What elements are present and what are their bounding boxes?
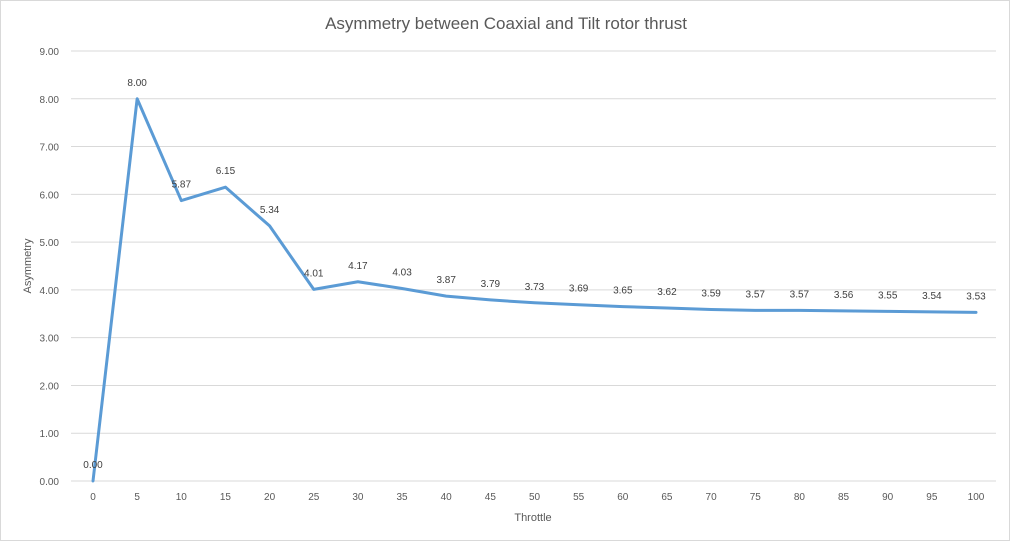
- x-tick-label: 10: [176, 492, 188, 503]
- data-label: 3.87: [436, 275, 456, 286]
- data-label: 6.15: [216, 166, 236, 177]
- x-tick-label: 50: [529, 492, 541, 503]
- data-label: 3.54: [922, 291, 942, 302]
- data-label: 3.55: [878, 290, 898, 301]
- x-tick-label: 5: [134, 492, 140, 503]
- y-tick-label: 5.00: [40, 238, 60, 249]
- data-label: 5.34: [260, 205, 280, 216]
- x-tick-label: 45: [485, 492, 497, 503]
- y-tick-label: 0.00: [40, 477, 60, 488]
- y-tick-label: 6.00: [40, 190, 60, 201]
- x-tick-label: 65: [661, 492, 673, 503]
- data-label: 3.62: [657, 287, 677, 298]
- x-tick-label: 80: [794, 492, 806, 503]
- x-tick-label: 60: [617, 492, 629, 503]
- series-layer: [91, 97, 978, 483]
- data-label: 8.00: [127, 78, 147, 89]
- data-label: 3.53: [966, 291, 986, 302]
- y-tick-label: 9.00: [40, 47, 60, 58]
- x-tick-label: 100: [968, 492, 985, 503]
- x-tick-label: 55: [573, 492, 585, 503]
- data-label: 5.87: [172, 180, 192, 191]
- series-line: [91, 97, 978, 483]
- data-label: 3.73: [525, 282, 545, 293]
- data-label: 3.79: [481, 279, 501, 290]
- data-label: 3.69: [569, 284, 589, 295]
- x-tick-label: 70: [706, 492, 718, 503]
- x-tick-label: 85: [838, 492, 850, 503]
- x-tick-label: 75: [750, 492, 762, 503]
- data-label: 3.65: [613, 286, 633, 297]
- x-tick-label: 30: [352, 492, 364, 503]
- x-tick-label: 25: [308, 492, 320, 503]
- data-label: 3.57: [790, 289, 810, 300]
- data-label: 3.57: [746, 289, 766, 300]
- y-tick-label: 8.00: [40, 95, 60, 106]
- data-label: 4.03: [392, 267, 412, 278]
- x-tick-label: 90: [882, 492, 894, 503]
- data-label: 4.17: [348, 261, 368, 272]
- data-labels: 0.00 8.00 5.87 6.15 5.34 4.01 4.17 4.03 3.87 3.79…: [83, 78, 986, 471]
- data-label: 3.56: [834, 290, 854, 301]
- chart-title: Asymmetry between Coaxial and Tilt rotor…: [325, 14, 687, 33]
- gridlines: [71, 50, 996, 482]
- y-tick-label: 2.00: [40, 381, 60, 392]
- x-axis-ticks: 0 5 10 15 20 25 30 35 40 45 50 55 60 65 70 75 80 85 90 95 10…: [90, 492, 985, 503]
- y-axis-ticks: 0.00 1.00 2.00 3.00 4.00 5.00 6.00 7.00 8.00 9.00: [40, 47, 60, 488]
- x-tick-label: 95: [926, 492, 938, 503]
- x-axis-title: Throttle: [514, 512, 551, 524]
- y-axis-title: Asymmetry: [22, 238, 34, 294]
- data-label: 0.00: [83, 460, 103, 471]
- data-label: 3.59: [701, 288, 721, 299]
- x-tick-label: 0: [90, 492, 96, 503]
- x-tick-label: 35: [396, 492, 408, 503]
- data-label: 4.01: [304, 268, 324, 279]
- x-tick-label: 20: [264, 492, 276, 503]
- y-tick-label: 1.00: [40, 429, 60, 440]
- x-tick-label: 40: [441, 492, 453, 503]
- x-tick-label: 15: [220, 492, 232, 503]
- y-tick-label: 4.00: [40, 286, 60, 297]
- y-tick-label: 7.00: [40, 143, 60, 154]
- y-tick-label: 3.00: [40, 334, 60, 345]
